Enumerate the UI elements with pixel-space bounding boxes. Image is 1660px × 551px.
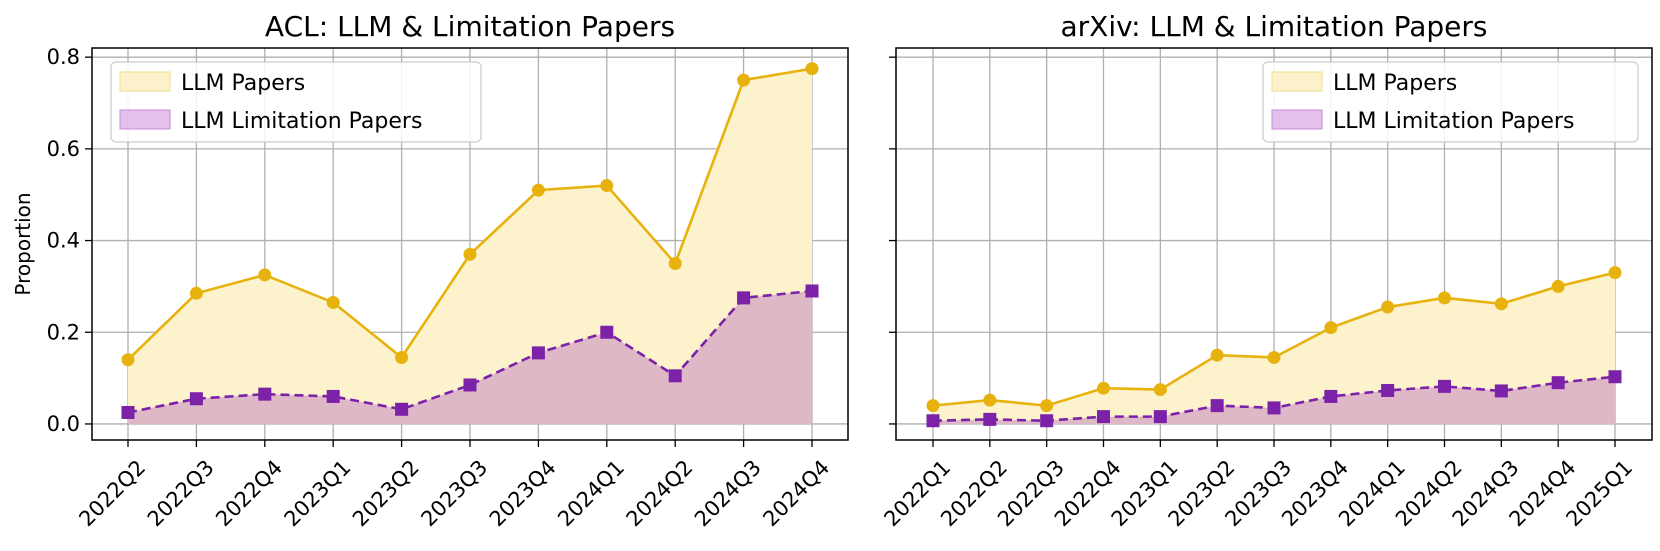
point-llm-limitation-papers bbox=[1608, 370, 1622, 384]
point-llm-papers bbox=[1210, 348, 1224, 362]
point-llm-limitation-papers bbox=[1494, 384, 1508, 398]
legend-swatch-llm-limitation-papers bbox=[1271, 109, 1323, 130]
point-llm-papers bbox=[1153, 383, 1167, 397]
point-llm-limitation-papers bbox=[668, 369, 682, 383]
point-llm-papers bbox=[1494, 297, 1508, 311]
x-tick-label: 2024Q4 bbox=[758, 455, 834, 531]
point-llm-limitation-papers bbox=[1381, 383, 1395, 397]
y-axis-label: Proportion bbox=[11, 192, 35, 295]
legend: LLM Papers LLM Limitation Papers bbox=[1262, 61, 1639, 143]
point-llm-limitation-papers bbox=[326, 389, 340, 403]
point-llm-limitation-papers bbox=[737, 291, 751, 305]
x-tick-label: 2022Q3 bbox=[143, 455, 219, 531]
point-llm-limitation-papers bbox=[805, 284, 819, 298]
point-llm-limitation-papers bbox=[1040, 414, 1054, 428]
legend: LLM Papers LLM Limitation Papers bbox=[110, 61, 482, 143]
point-llm-papers bbox=[805, 62, 819, 76]
point-llm-limitation-papers bbox=[1210, 399, 1224, 413]
chart-title: arXiv: LLM & Limitation Papers bbox=[1061, 10, 1488, 43]
chart-panel-1: 0.00.20.40.60.82022Q22022Q32022Q42023Q12… bbox=[11, 10, 849, 531]
point-llm-limitation-papers bbox=[1551, 376, 1565, 390]
point-llm-papers bbox=[1438, 291, 1451, 305]
point-llm-papers bbox=[258, 268, 272, 282]
chart-title: ACL: LLM & Limitation Papers bbox=[265, 10, 675, 43]
legend-box bbox=[110, 61, 482, 143]
point-llm-papers bbox=[1608, 266, 1622, 280]
x-tick-label: 2023Q4 bbox=[485, 455, 561, 531]
point-llm-papers bbox=[1381, 300, 1395, 314]
x-tick-label: 2023Q2 bbox=[348, 455, 424, 531]
y-tick-label: 0.4 bbox=[47, 229, 80, 253]
y-tick-label: 0.8 bbox=[47, 45, 80, 69]
x-tick-label: 2023Q1 bbox=[280, 455, 356, 531]
x-tick-label: 2024Q1 bbox=[553, 455, 629, 531]
point-llm-papers bbox=[531, 183, 545, 197]
point-llm-papers bbox=[121, 353, 135, 367]
x-tick-label: 2022Q2 bbox=[74, 455, 150, 531]
x-tick-label: 2022Q4 bbox=[211, 455, 287, 531]
point-llm-papers bbox=[926, 399, 940, 413]
point-llm-papers bbox=[463, 247, 477, 261]
legend-label-llm-papers: LLM Papers bbox=[181, 71, 305, 96]
point-llm-limitation-papers bbox=[121, 405, 135, 419]
point-llm-limitation-papers bbox=[1267, 401, 1281, 415]
point-llm-papers bbox=[600, 179, 614, 193]
point-llm-limitation-papers bbox=[600, 325, 614, 339]
x-tick-label: 2023Q3 bbox=[416, 455, 492, 531]
legend-label-llm-limitation-papers: LLM Limitation Papers bbox=[1333, 109, 1574, 134]
point-llm-papers bbox=[1097, 381, 1110, 395]
point-llm-limitation-papers bbox=[926, 414, 940, 428]
x-tick-label: 2024Q3 bbox=[690, 455, 766, 531]
point-llm-limitation-papers bbox=[463, 378, 477, 392]
point-llm-papers bbox=[395, 350, 409, 364]
point-llm-limitation-papers bbox=[395, 402, 409, 416]
point-llm-papers bbox=[1324, 321, 1338, 335]
point-llm-limitation-papers bbox=[531, 346, 545, 360]
y-tick-label: 0.6 bbox=[47, 137, 80, 161]
area-llm-limitation-papers bbox=[128, 290, 812, 424]
line-llm-limitation-papers bbox=[127, 289, 813, 414]
point-llm-papers bbox=[189, 286, 203, 300]
point-llm-papers bbox=[1267, 350, 1281, 364]
point-llm-papers bbox=[983, 393, 997, 407]
legend-label-llm-limitation-papers: LLM Limitation Papers bbox=[181, 109, 422, 134]
point-llm-limitation-papers bbox=[258, 387, 272, 401]
area-llm-papers bbox=[128, 68, 812, 424]
y-tick-label: 0.2 bbox=[47, 320, 80, 344]
point-llm-papers bbox=[1040, 399, 1054, 413]
point-llm-papers bbox=[1551, 279, 1565, 293]
legend-swatch-llm-limitation-papers bbox=[119, 109, 171, 130]
point-llm-limitation-papers bbox=[189, 392, 203, 406]
legend-swatch-llm-papers bbox=[1271, 71, 1323, 92]
legend-label-llm-papers: LLM Papers bbox=[1333, 71, 1457, 96]
legend-swatch-llm-papers bbox=[119, 71, 171, 92]
point-llm-papers bbox=[737, 73, 751, 87]
point-llm-papers bbox=[326, 295, 340, 309]
point-llm-limitation-papers bbox=[1097, 410, 1110, 424]
point-llm-papers bbox=[668, 256, 682, 270]
chart-panel-2: 2022Q12022Q22022Q32022Q42023Q12023Q22023… bbox=[879, 10, 1653, 531]
point-llm-limitation-papers bbox=[1438, 379, 1451, 393]
point-llm-limitation-papers bbox=[1153, 410, 1167, 424]
x-tick-label: 2024Q2 bbox=[622, 455, 698, 531]
y-tick-label: 0.0 bbox=[47, 412, 80, 436]
point-llm-limitation-papers bbox=[1324, 389, 1338, 403]
legend-box bbox=[1262, 61, 1639, 143]
point-llm-limitation-papers bbox=[983, 412, 997, 426]
